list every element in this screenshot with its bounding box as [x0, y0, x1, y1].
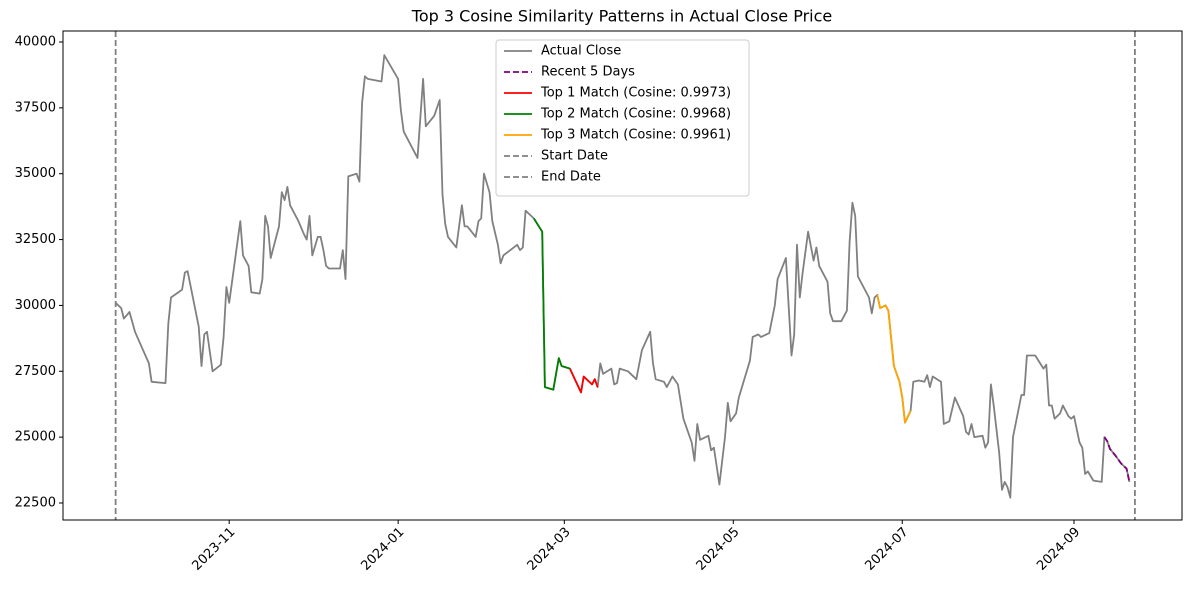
legend-label: Actual Close [541, 44, 621, 59]
legend: Actual Close Recent 5 Days Top 1 Match (Co… [495, 39, 750, 197]
legend-label: End Date [541, 170, 601, 185]
y-tick-label: 25000 [15, 430, 56, 445]
series-line [114, 54, 1131, 499]
y-tick-label: 22500 [15, 495, 56, 510]
legend-label: Start Date [541, 149, 608, 164]
series-line [569, 368, 599, 394]
y-tick-label: 35000 [15, 166, 56, 181]
y-tick-label: 40000 [15, 35, 56, 50]
legend-label: Recent 5 Days [541, 65, 635, 80]
legend-box [495, 39, 750, 197]
axes-frame [62, 30, 1183, 521]
legend-label: Top 2 Match (Cosine: 0.9968) [540, 107, 731, 122]
series-line [1103, 436, 1131, 483]
series-line [876, 294, 912, 424]
y-tick-label: 37500 [15, 100, 56, 115]
y-tick-label: 30000 [15, 298, 56, 313]
y-tick-label: 27500 [15, 364, 56, 379]
legend-label: Top 3 Match (Cosine: 0.9961) [540, 128, 731, 143]
series-line [533, 218, 571, 391]
chart-title: Top 3 Cosine Similarity Patterns in Actu… [411, 7, 832, 26]
legend-label: Top 1 Match (Cosine: 0.9973) [540, 86, 731, 101]
y-tick-label: 32500 [15, 232, 56, 247]
